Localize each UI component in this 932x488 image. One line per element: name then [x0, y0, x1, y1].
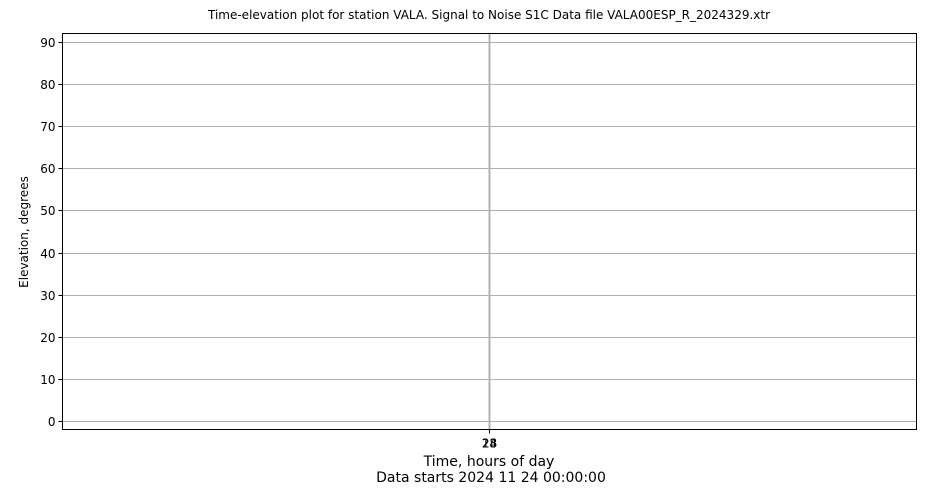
y-tick-label: 90 — [40, 36, 55, 50]
y-tick-label: 50 — [40, 204, 55, 218]
y-tick-label: 20 — [40, 331, 55, 345]
x-tick-label: 23 — [482, 437, 497, 451]
y-tick-label: 0 — [48, 415, 56, 429]
y-tick-label: 80 — [40, 78, 55, 92]
x-axis-label: Time, hours of day — [423, 454, 555, 470]
y-tick-label: 10 — [40, 373, 55, 387]
y-tick-label: 30 — [40, 289, 55, 303]
y-tick-label: 40 — [40, 247, 55, 261]
y-axis-ticks: 0 10 20 30 40 50 60 70 80 90 — [40, 36, 63, 429]
x-tick-label: 24 — [482, 437, 497, 451]
y-tick-label: 70 — [40, 120, 55, 134]
y-tick-label: 60 — [40, 162, 55, 176]
x-axis-sublabel: Data starts 2024 11 24 00:00:00 — [376, 470, 606, 486]
y-axis-label: Elevation, degrees — [17, 176, 31, 288]
chart-title: Time-elevation plot for station VALA. Si… — [207, 8, 770, 22]
x-tick-label: 18 — [482, 437, 497, 451]
